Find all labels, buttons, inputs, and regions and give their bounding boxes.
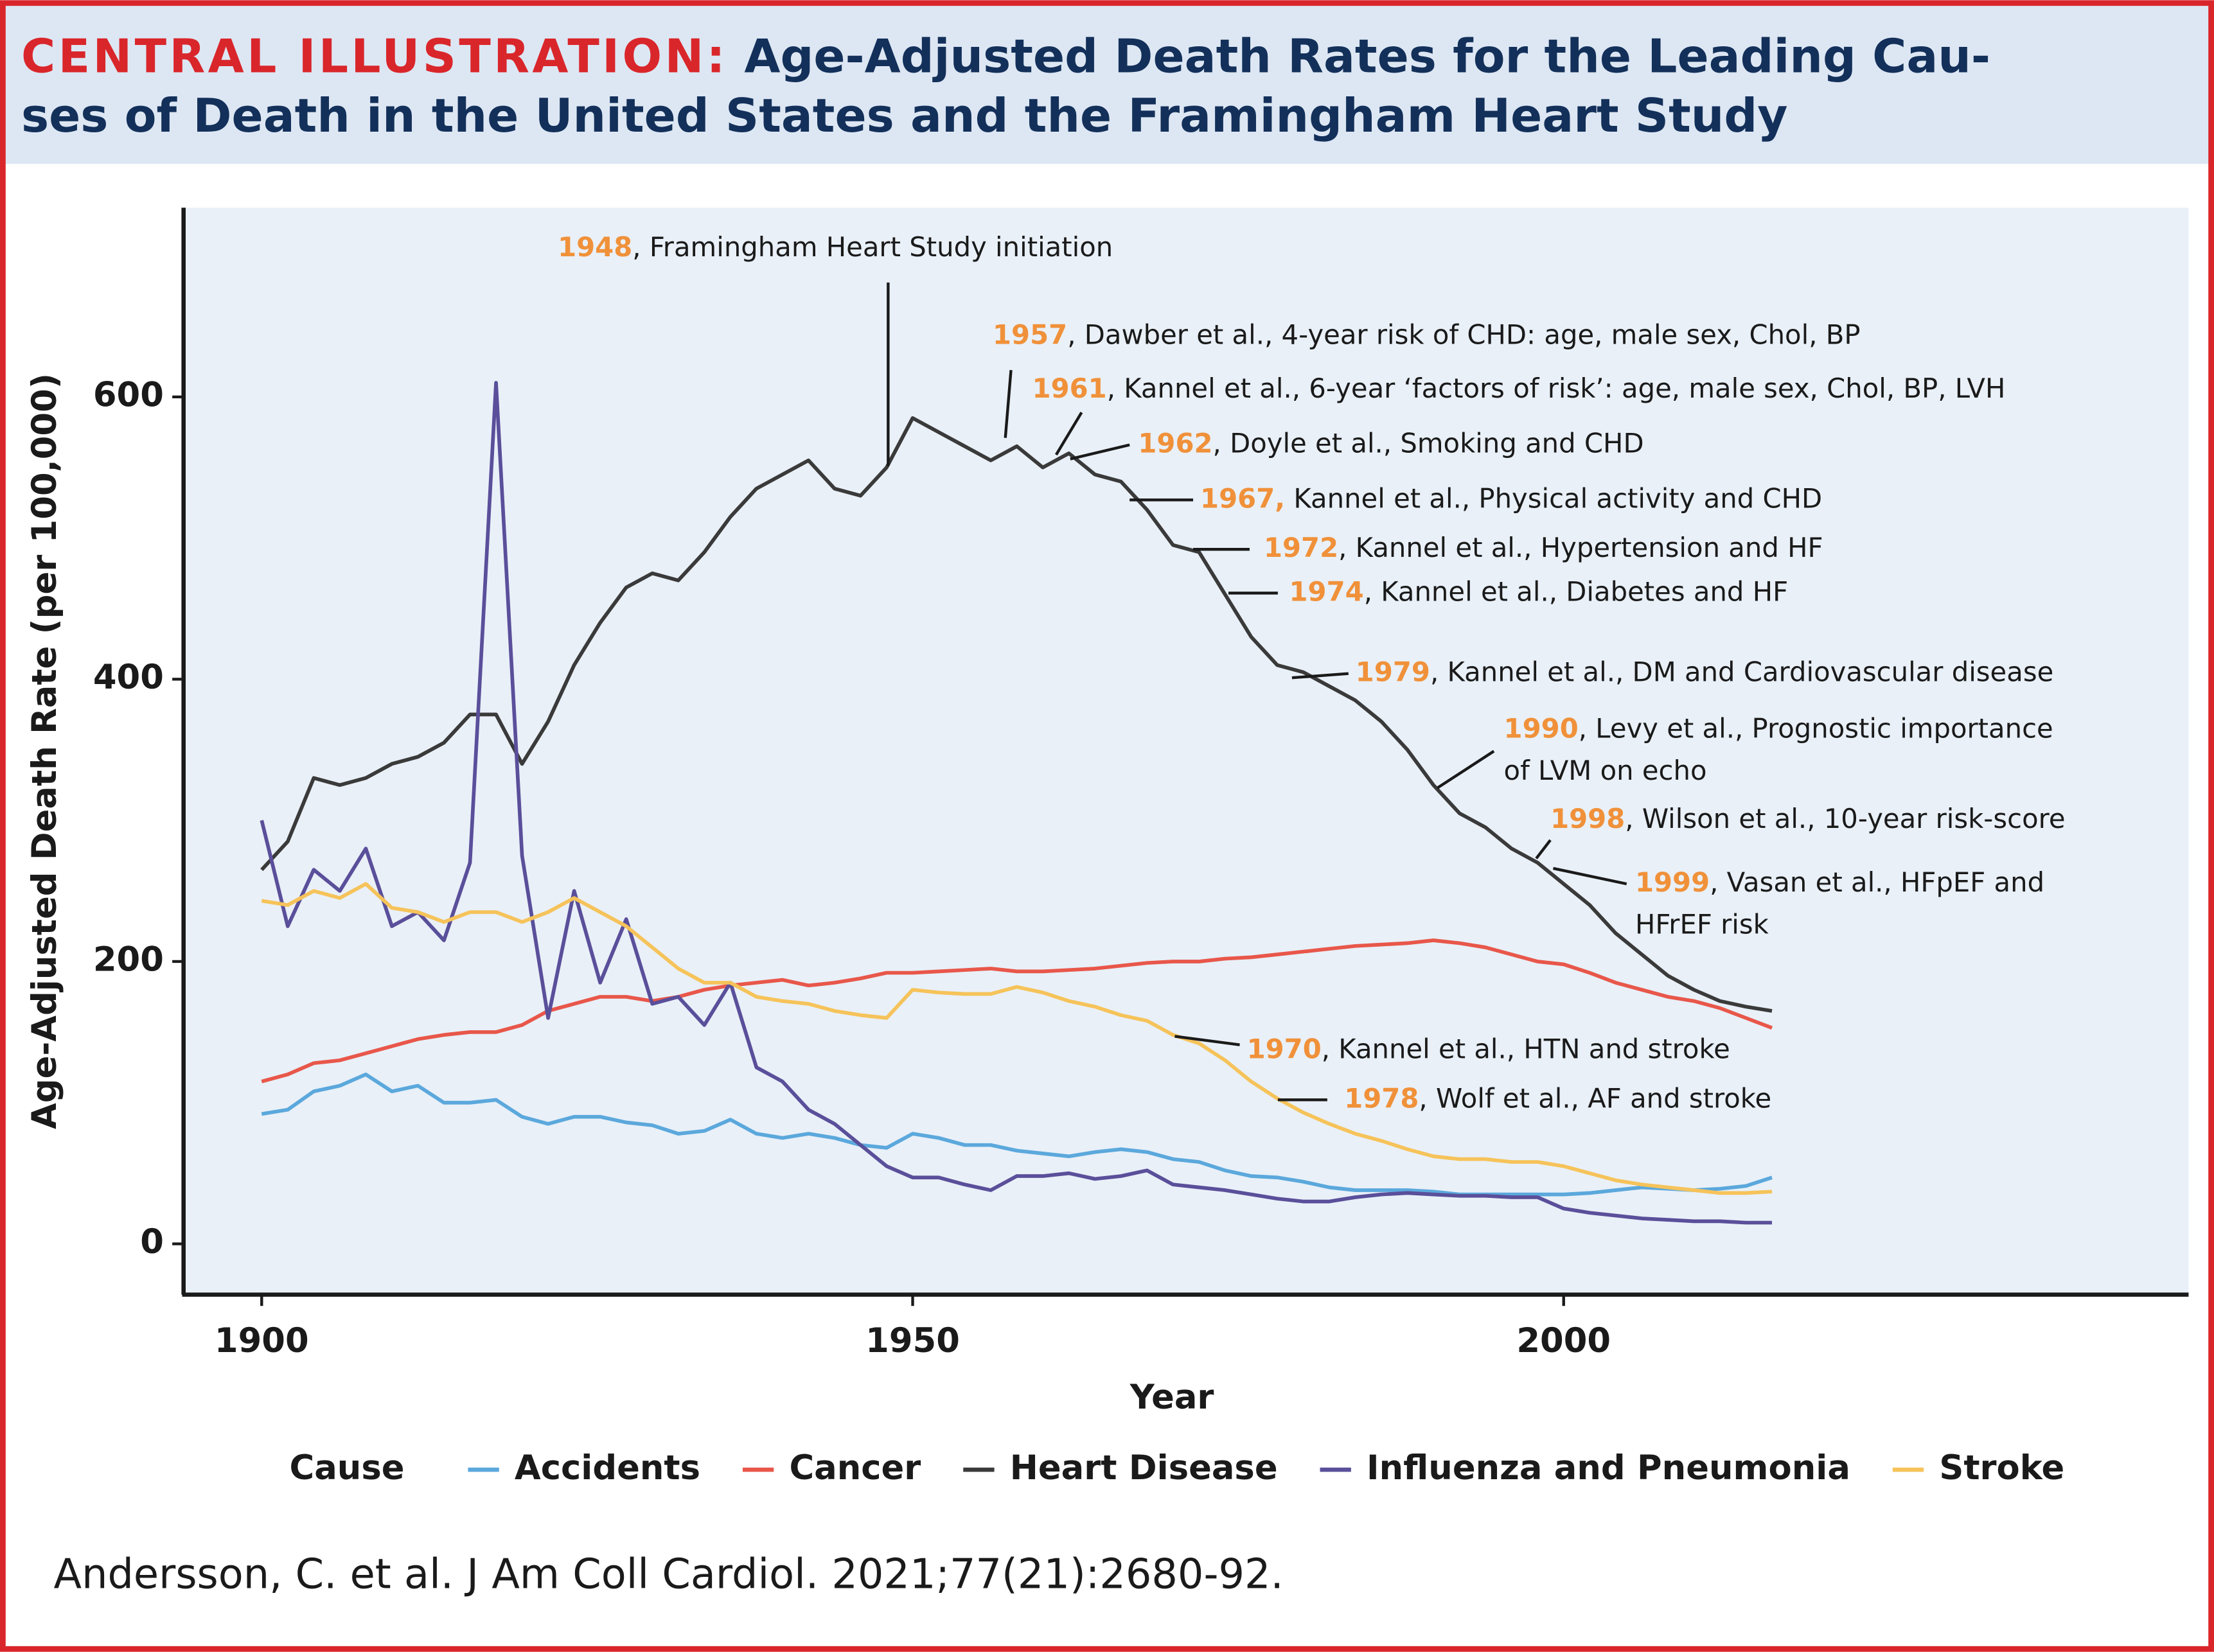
leader-line [1437, 750, 1495, 789]
annotation-year: 1972 [1264, 532, 1338, 563]
ticks: 0 200 400 600 1900 1950 2000 [93, 376, 1611, 1360]
y-tick-label: 0 [140, 1222, 164, 1261]
source: Andersson, C. et al. J Am Coll Cardiol. … [54, 1551, 1284, 1599]
annotation-year: 1974 [1289, 576, 1364, 607]
y-tick-label: 600 [93, 376, 164, 415]
annotation: 1978, Wolf et al., AF and stroke [1344, 1082, 1771, 1114]
annotation: 1962, Doyle et al., Smoking and CHD [1138, 427, 1643, 459]
legend-label: Influenza and Pneumonia [1367, 1448, 1850, 1488]
x-tick-label: 1950 [865, 1321, 960, 1360]
y-tick-label: 400 [93, 658, 164, 697]
legend-title: Cause [290, 1448, 405, 1488]
annotation-year: 1967, [1200, 482, 1285, 514]
leader-line [1174, 1035, 1240, 1046]
annotation-text: Kannel et al., Physical activity and CHD [1285, 482, 1822, 514]
annotation-text: HFrEF risk [1635, 909, 1769, 940]
annotation: 1957, Dawber et al., 4-year risk of CHD:… [993, 319, 1861, 350]
title-line: ses of Death in the United States and th… [21, 89, 1788, 143]
annotation: 1998, Wilson et al., 10-year risk-score [1550, 803, 2065, 834]
annotation: 1979, Kannel et al., DM and Cardiovascul… [1356, 656, 2053, 687]
series-line [261, 1072, 1773, 1197]
annotation-text: , Kannel et al., Hypertension and HF [1338, 532, 1823, 563]
annotation-text: , Kannel et al., DM and Cardiovascular d… [1430, 656, 2053, 687]
x-tick-label: 1900 [215, 1321, 309, 1360]
annotation-text: , Kannel et al., 6-year ‘factors of risk… [1107, 372, 2006, 403]
annotation-year: 1979 [1356, 656, 1430, 687]
annotation: 1961, Kannel et al., 6-year ‘factors of … [1032, 372, 2006, 403]
leader-line [1535, 839, 1552, 859]
annotation-year: 1962 [1138, 427, 1212, 459]
annotation-text: of LVM on echo [1504, 755, 1707, 786]
annotation-text: , Dawber et al., 4-year risk of CHD: age… [1067, 319, 1860, 350]
series-line [260, 381, 1772, 1225]
header-band [0, 0, 2214, 164]
annotation: 1970, Kannel et al., HTN and stroke [1247, 1033, 1730, 1064]
leader-line [1004, 369, 1013, 438]
leader-line [1054, 411, 1083, 456]
annotation-text: , Vasan et al., HFpEF and [1710, 866, 2044, 898]
annotation-year: 1998 [1550, 803, 1625, 834]
annotation-text: , Framingham Heart Study initiation [632, 231, 1113, 263]
annotation-year: 1948 [558, 231, 632, 263]
annotation-text: , Kannel et al., HTN and stroke [1322, 1033, 1730, 1064]
annotation-year: 1999 [1635, 866, 1710, 898]
annotation-text: , Levy et al., Prognostic importance [1579, 712, 2053, 744]
plot-area [183, 207, 2189, 1295]
annotation-year: 1961 [1032, 372, 1107, 403]
annotation: 1990, Levy et al., Prognostic importance [1504, 712, 2053, 744]
legend: Cause Accidents Cancer Heart Disease Influen… [290, 1448, 2065, 1488]
title-label: CENTRAL ILLUSTRATION: [21, 30, 728, 84]
annotations: 1948, Framingham Heart Study initiation1… [558, 231, 2065, 1114]
annotation-text: , Kannel et al., Diabetes and HF [1364, 576, 1788, 607]
legend-label: Accidents [515, 1448, 700, 1488]
title-line: Age-Adjusted Death Rates for the Leading… [744, 30, 1990, 84]
leader-line [1553, 866, 1627, 886]
series-line [261, 882, 1773, 1195]
x-tick-label: 2000 [1516, 1321, 1611, 1360]
legend-label: Heart Disease [1010, 1448, 1278, 1488]
annotation-year: 1957 [993, 319, 1067, 350]
chart-title: CENTRAL ILLUSTRATION: Age-Adjusted Death… [21, 30, 1990, 84]
y-axis-label: Age-Adjusted Death Rate (per 100,000) [25, 373, 64, 1129]
lines [260, 381, 1773, 1225]
series-line [260, 416, 1773, 1013]
annotation: 1967, Kannel et al., Physical activity a… [1200, 482, 1822, 514]
annotation: 1972, Kannel et al., Hypertension and HF [1264, 532, 1823, 563]
annotation-text: , Wilson et al., 10-year risk-score [1625, 803, 2065, 834]
annotation-text: , Wolf et al., AF and stroke [1419, 1082, 1771, 1114]
annotation-year: 1970 [1247, 1033, 1322, 1064]
legend-label: Stroke [1939, 1448, 2064, 1488]
legend-label: Cancer [789, 1448, 921, 1488]
y-tick-label: 200 [93, 940, 164, 980]
leader-line [1291, 672, 1349, 680]
annotation: 1999, Vasan et al., HFpEF and [1635, 866, 2044, 898]
annotation-year: 1978 [1344, 1082, 1419, 1114]
series-line [261, 938, 1773, 1084]
annotation-text: , Doyle et al., Smoking and CHD [1213, 427, 1644, 459]
leader-line [1070, 443, 1130, 461]
x-axis-label: Year [1129, 1378, 1214, 1417]
annotation: 1948, Framingham Heart Study initiation [558, 231, 1113, 263]
annotation-year: 1990 [1504, 712, 1579, 744]
annotation: 1974, Kannel et al., Diabetes and HF [1289, 576, 1789, 607]
